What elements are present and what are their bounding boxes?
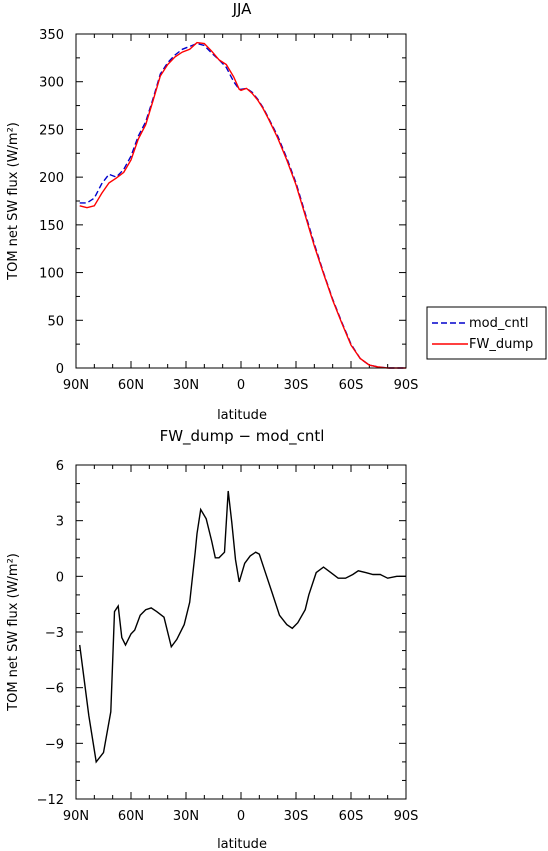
x-tick-label: 90N [63, 809, 89, 824]
y-tick-label: 250 [39, 123, 64, 138]
top-y-axis-label: TOM net SW flux (W/m²) [6, 122, 21, 281]
y-tick-label: 3 [56, 515, 64, 530]
x-tick-label: 60N [118, 809, 144, 824]
x-tick-label: 0 [237, 378, 245, 393]
x-tick-label: 30S [284, 378, 309, 393]
y-tick-label: 200 [39, 171, 64, 186]
x-tick-label: 90S [394, 809, 419, 824]
x-tick-label: 90N [63, 378, 89, 393]
y-tick-label: 350 [39, 28, 64, 43]
x-tick-label: 60S [339, 809, 364, 824]
top-plot-frame [75, 33, 407, 369]
top-chart-title: JJA [232, 0, 253, 18]
y-tick-label: 300 [39, 76, 64, 91]
legend-label-fw-dump: FW_dump [469, 337, 533, 352]
top-panel: JJA TOM net SW flux (W/m²) latitude 90N 6… [6, 0, 418, 423]
x-tick-label: 30N [173, 809, 199, 824]
legend-label-mod-cntl: mod_cntl [469, 316, 528, 331]
x-tick-label: 0 [237, 809, 245, 824]
legend: mod_cntl FW_dump [426, 306, 547, 360]
bottom-series-lines [79, 490, 406, 764]
bottom-panel: FW_dump − mod_cntl TOM net SW flux (W/m²… [6, 427, 418, 851]
y-tick-label: −6 [45, 682, 64, 697]
y-tick-label: −3 [45, 626, 64, 641]
x-tick-label: 60S [339, 378, 364, 393]
series-line-mod_cntl [79, 42, 406, 369]
series-line-difference [79, 490, 406, 764]
y-tick-label: 150 [39, 219, 64, 234]
x-tick-label: 30S [284, 809, 309, 824]
y-tick-label: −9 [45, 737, 64, 752]
top-series-lines [79, 41, 406, 369]
top-x-axis-label: latitude [217, 408, 267, 423]
y-tick-label: 50 [47, 314, 64, 329]
y-tick-label: 6 [56, 459, 64, 474]
x-tick-label: 60N [118, 378, 144, 393]
y-tick-label: 100 [39, 267, 64, 282]
x-tick-label: 90S [394, 378, 419, 393]
y-tick-label: 0 [56, 362, 64, 377]
y-tick-label: 0 [56, 570, 64, 585]
bottom-chart-title: FW_dump − mod_cntl [160, 427, 325, 446]
series-line-FW_dump [79, 41, 406, 369]
bottom-plot-frame [75, 464, 407, 800]
bottom-x-axis-label: latitude [217, 837, 267, 851]
bottom-y-axis-label: TOM net SW flux (W/m²) [6, 553, 21, 712]
y-tick-label: −12 [37, 793, 64, 808]
top-axis-ticks: 90N 60N 30N 0 30S 60S 90S 0 50 100 150 200 250 300 350 [39, 28, 418, 393]
x-tick-label: 30N [173, 378, 199, 393]
legend-box [426, 306, 547, 360]
